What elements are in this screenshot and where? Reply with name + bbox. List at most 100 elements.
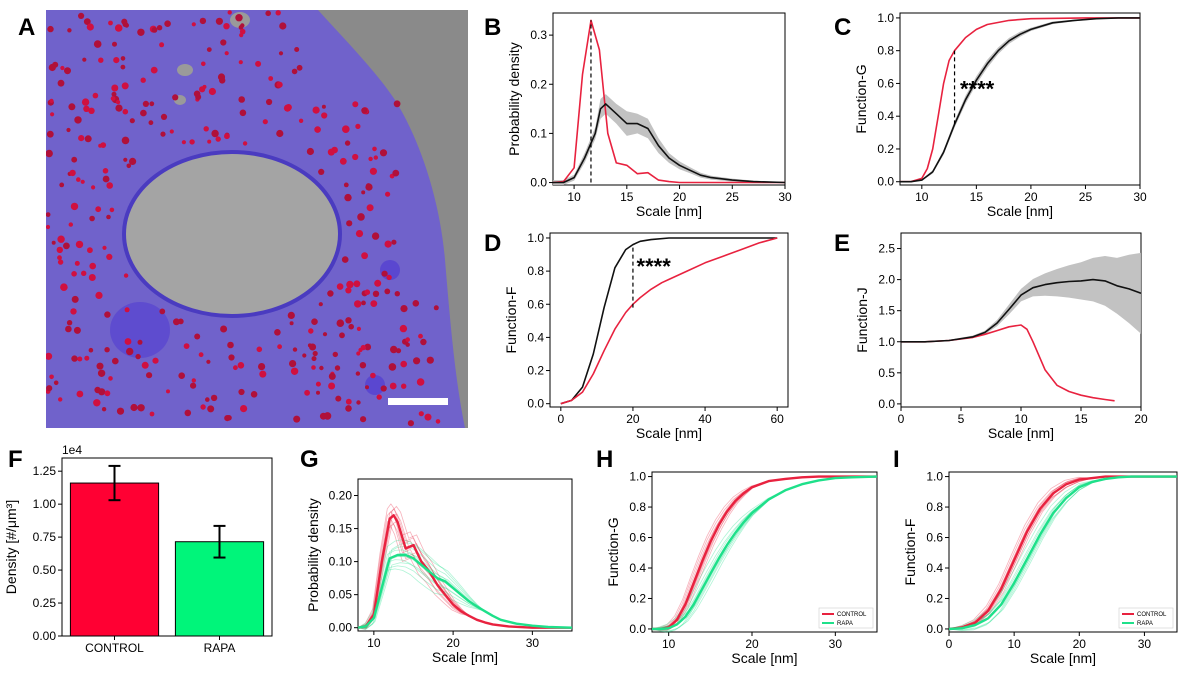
ribosome-dot [124,338,132,345]
ribosome-dot [242,141,248,146]
y-tick-label: 0.3 [530,28,547,42]
ribosome-dot [334,365,341,371]
ribosome-dot [344,193,352,202]
ribosome-dot [227,341,234,349]
ribosome-dot [368,156,373,162]
ribosome-dot [291,68,298,75]
y-tick-label: 2.0 [878,273,895,287]
x-tick-label: 60 [771,412,785,426]
series-line-black [900,17,1140,183]
x-tick-label: 30 [526,636,540,650]
ribosome-dot [142,100,149,107]
x-tick-label: 0 [898,412,905,426]
ribosome-dot [48,63,56,72]
ribosome-dot [57,79,65,87]
vesicle-shape [365,375,385,395]
ribosome-dot [83,18,91,25]
ribosome-dot [266,98,273,106]
ribosome-dot [84,135,92,143]
ribosome-dot [149,411,155,417]
ribosome-dot [238,25,244,30]
ribosome-dot [238,60,243,65]
x-axis-label: Scale [nm] [636,425,702,441]
ribosome-dot [150,66,158,74]
ribosome-dot [321,112,328,119]
axes-frame [651,471,878,633]
ribosome-dot [233,365,238,371]
panel-a-tomogram-image [46,10,468,428]
ribosome-dot [364,289,371,296]
y-tick-label: 0.0 [878,397,895,411]
ribosome-dot [373,155,378,160]
ribosome-dot [311,365,316,370]
ribosome-dot [327,290,334,297]
ribosome-dot [46,130,54,138]
ribosome-dot [223,23,230,30]
ribosome-dot [76,390,84,398]
ribosome-dot [220,325,228,333]
ribosome-dot [345,398,352,405]
ribosome-dot [74,116,82,124]
axes-frame [357,478,573,632]
y-tick-label: 0.50 [33,563,57,577]
ribosome-dot [384,240,392,248]
ribosome-dot [327,148,335,156]
ribosome-dot [95,206,102,213]
panel-letter-g: G [300,446,319,473]
ribosome-dot [71,355,78,362]
ribosome-dot [268,76,274,81]
ribosome-dot [339,157,347,165]
ribosome-dot [235,14,243,22]
ribosome-dot [70,202,79,211]
y-tick-label: 1.5 [878,304,895,318]
ribosome-dot [156,25,163,31]
x-tick-label: 15 [620,190,634,204]
series-line-black [901,278,1142,343]
ribosome-dot [372,146,377,152]
panel-letter-i: I [893,446,900,473]
ribosome-dot [178,372,185,380]
ribosome-dot [343,182,349,188]
ribosome-dot [418,333,423,339]
ribosome-dot [240,405,248,413]
ribosome-dot [356,326,361,331]
y-tick-label: 1.0 [878,335,895,349]
y-tick-label: 1.0 [877,11,894,25]
panel-letter-c: C [834,14,852,41]
y-axis-label: Function-F [503,287,519,354]
ribosome-dot [88,107,95,115]
ribosome-dot [224,51,229,56]
series-line-black [560,237,778,405]
series-line-red [901,324,1115,402]
ribosome-dot [124,23,129,28]
ribosome-dot [366,204,374,212]
ribosome-dot [93,399,101,407]
ribosome-dot [346,220,353,227]
organelle-shape [177,64,193,76]
x-tick-label: 20 [626,412,640,426]
ribosome-dot [370,300,378,307]
ribosome-dot [164,20,171,28]
ribosome-dot [67,28,72,33]
series-line-red [900,17,1140,183]
ribosome-dot [424,413,432,421]
ribosome-dot [365,183,372,189]
panel-d-function-f-chart: 0 20 40 60 0.0 0.2 0.4 0.6 0.8 1.0 Scale [nm] Funct… [503,231,789,441]
ribosome-dot [384,288,391,295]
ribosome-dot [111,91,117,97]
ribosome-dot [108,20,113,26]
ribosome-dot [302,353,307,358]
ribosome-dot [262,119,268,125]
x-tick-label: 30 [778,190,792,204]
y-tick-label: 0.5 [878,366,895,380]
y-tick-label: 0.4 [926,561,943,575]
ribosome-dot [123,157,128,162]
x-axis-label: Scale [nm] [1030,650,1096,666]
y-tick-label: 2.5 [878,242,895,256]
ribosome-dot [348,323,355,330]
ribosome-dot [390,345,398,354]
y-tick-label: 0.8 [877,44,894,58]
ribosome-dot [206,47,212,52]
legend-label-rapa: RAPA [837,621,853,627]
panel-letter-d: D [484,230,502,257]
